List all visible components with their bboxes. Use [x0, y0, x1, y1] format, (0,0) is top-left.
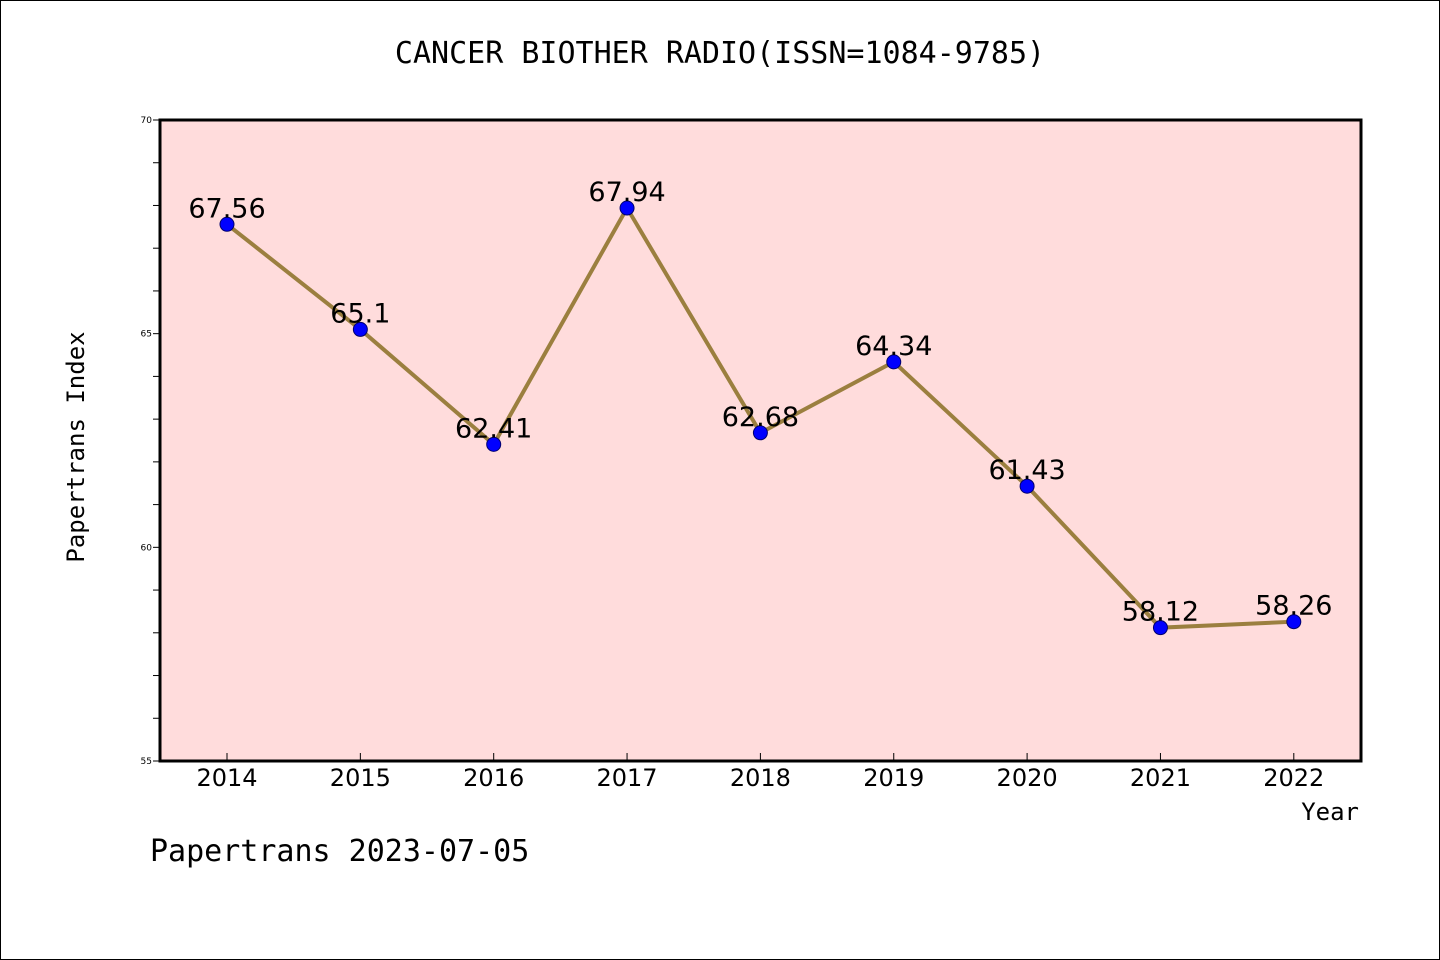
data-label: 65.1: [330, 298, 390, 329]
data-label: 61.43: [988, 455, 1065, 486]
data-point: [752, 425, 768, 441]
data-label: 62.68: [722, 402, 799, 433]
data-label: 58.26: [1255, 591, 1332, 622]
data-point: [1286, 614, 1302, 630]
y-tick-label: 65: [141, 330, 152, 340]
x-axis-title: Year: [1301, 798, 1359, 826]
x-tick-label: 2021: [1130, 764, 1191, 792]
data-label: 62.41: [455, 413, 532, 444]
plot-area: [158, 118, 1363, 763]
y-axis-title: Papertrans Index: [62, 331, 90, 562]
x-tick-label: 2022: [1263, 764, 1324, 792]
x-tick-label: 2014: [196, 764, 257, 792]
y-axis: 55 60 65 70: [141, 116, 160, 767]
data-point: [886, 354, 902, 370]
series-markers: [219, 200, 1302, 636]
data-point: [352, 321, 368, 337]
data-label: 67.94: [588, 177, 665, 208]
data-labels: 67.56 65.1 62.41 67.94 62.68 64.34 61.43 58.12 5…: [188, 177, 1332, 628]
x-tick-label: 2015: [330, 764, 391, 792]
x-tick-label: 2019: [863, 764, 924, 792]
chart-title: CANCER BIOTHER RADIO(ISSN=1084-9785): [394, 36, 1046, 71]
data-point: [1152, 620, 1168, 636]
data-label: 67.56: [188, 193, 265, 224]
x-tick-label: 2017: [597, 764, 658, 792]
y-tick-label: 60: [141, 543, 153, 553]
data-point: [1019, 478, 1035, 494]
data-point: [619, 200, 635, 216]
x-axis: 2014 2015 2016 2017 2018 2019 2020 2021 2022: [196, 753, 1324, 792]
y-tick-label: 70: [141, 116, 153, 126]
data-label: 58.12: [1122, 597, 1199, 628]
footer-note: Papertrans 2023-07-05: [150, 834, 530, 869]
x-tick-label: 2018: [730, 764, 791, 792]
x-tick-label: 2020: [997, 764, 1058, 792]
data-point: [486, 436, 502, 452]
x-tick-label: 2016: [463, 764, 524, 792]
data-label: 64.34: [855, 331, 932, 362]
y-tick-label: 55: [141, 757, 152, 767]
data-point: [219, 216, 235, 232]
